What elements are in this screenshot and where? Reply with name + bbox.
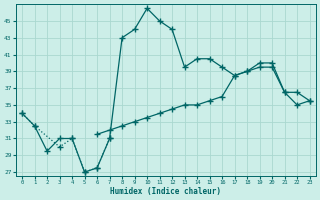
X-axis label: Humidex (Indice chaleur): Humidex (Indice chaleur) (110, 187, 221, 196)
